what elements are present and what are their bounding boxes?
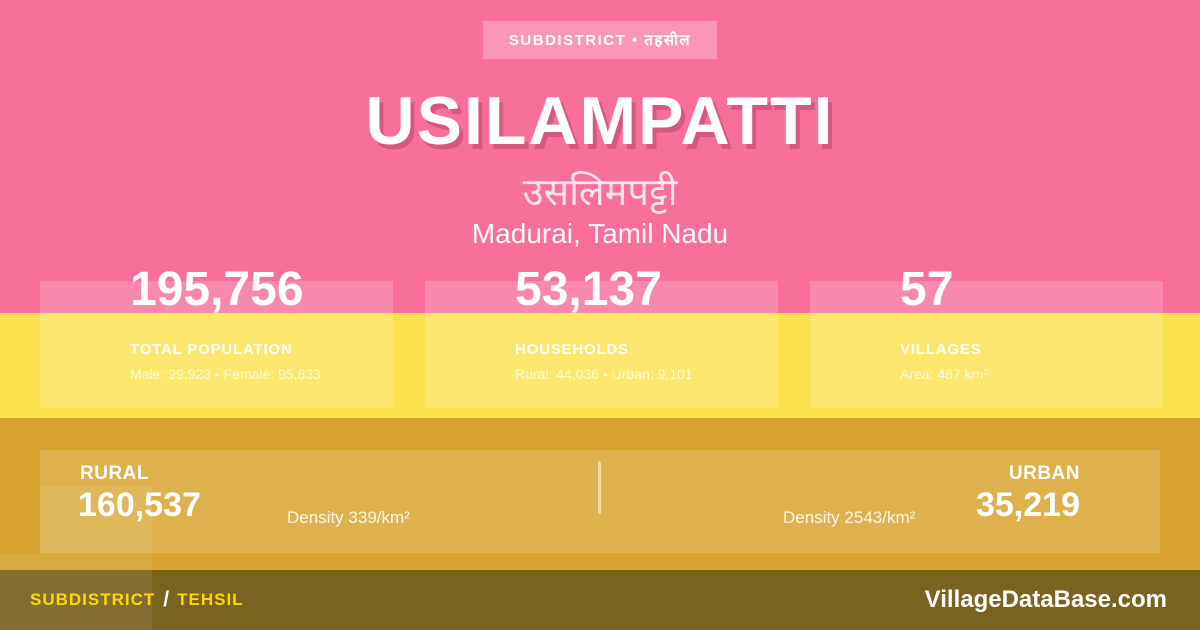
stat-value: 53,137	[515, 263, 662, 316]
rural-label: RURAL	[80, 463, 149, 484]
urban-label: URBAN	[1008, 463, 1080, 484]
rural-value: 160,537	[78, 486, 201, 524]
stat-card-total-population: 195,756 TOTAL POPULATION Male: 99,923 • …	[40, 266, 393, 408]
footer-type-primary: SUBDISTRICT	[30, 590, 156, 609]
stat-label: VILLAGES	[900, 341, 982, 358]
urban-value: 35,219	[976, 486, 1080, 524]
location-subtitle: Madurai, Tamil Nadu	[471, 218, 729, 249]
footer-type: SUBDISTRICT / TEHSIL	[30, 570, 244, 630]
type-badge: SUBDISTRICT • तहसील	[482, 21, 718, 59]
stat-detail: Rural: 44,036 • Urban: 9,101	[515, 366, 693, 382]
yellow-band	[0, 313, 1200, 418]
stat-value: 195,756	[130, 263, 304, 316]
stat-label: HOUSEHOLDS	[515, 341, 629, 358]
decorative-square-corner	[0, 553, 152, 630]
vertical-divider	[598, 461, 601, 514]
stat-detail: Male: 99,923 • Female: 95,833	[130, 366, 321, 382]
footer-bar	[0, 570, 1200, 630]
urban-density: Density 2543/km²	[783, 508, 916, 527]
footer-type-separator: /	[163, 588, 170, 611]
footer-type-secondary: TEHSIL	[177, 590, 244, 609]
rural-density: Density 339/km²	[287, 508, 410, 527]
stat-value: 57	[900, 263, 954, 316]
page-title: USILAMPATTI	[365, 83, 835, 159]
stat-card-villages: 57 VILLAGES Area: 487 km²	[810, 266, 1163, 408]
rural-urban-breakdown: RURAL 160,537 Density 339/km² Density 25…	[40, 450, 1160, 553]
site-name: VillageDataBase.com	[924, 586, 1167, 613]
decorative-square-left	[40, 487, 152, 553]
stat-detail: Area: 487 km²	[900, 366, 988, 382]
page-title-hindi: उसलिमपट्टी	[522, 172, 678, 214]
stat-card-households: 53,137 HOUSEHOLDS Rural: 44,036 • Urban:…	[425, 266, 778, 408]
stat-label: TOTAL POPULATION	[130, 341, 293, 358]
